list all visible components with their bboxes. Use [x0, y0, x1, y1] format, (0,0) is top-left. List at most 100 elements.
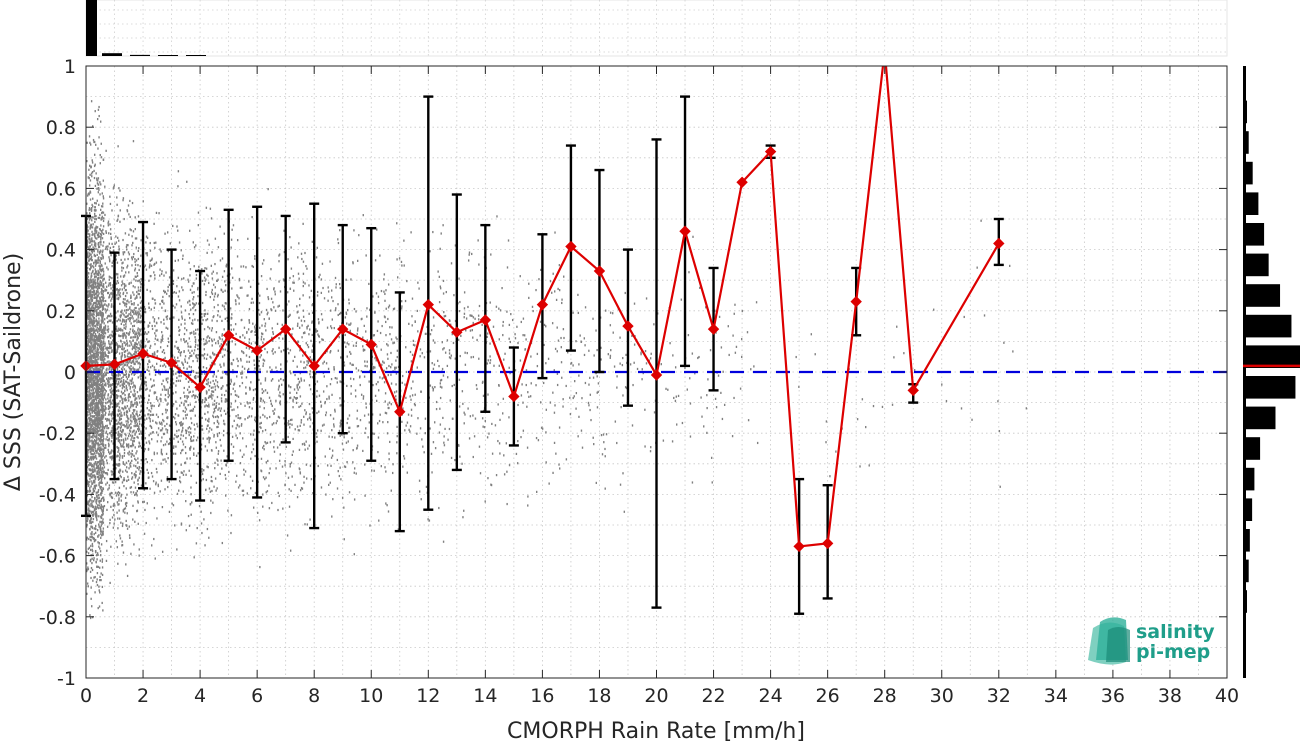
scatter-point — [197, 319, 199, 322]
scatter-point — [131, 360, 134, 363]
scatter-point — [118, 499, 120, 502]
scatter-point — [101, 230, 103, 233]
scatter-point — [92, 287, 95, 290]
scatter-point — [107, 320, 109, 324]
scatter-point — [95, 215, 97, 218]
scatter-point — [90, 402, 92, 405]
scatter-point — [102, 423, 104, 426]
scatter-point — [137, 313, 139, 316]
scatter-point — [132, 366, 134, 369]
scatter-point — [94, 383, 97, 386]
scatter-point — [108, 319, 110, 322]
scatter-point — [94, 475, 96, 478]
scatter-point — [176, 407, 178, 410]
scatter-point — [117, 447, 120, 450]
scatter-point — [118, 377, 121, 381]
scatter-point — [101, 474, 103, 477]
scatter-point — [98, 417, 101, 420]
scatter-point — [86, 159, 88, 163]
scatter-point — [91, 562, 93, 565]
scatter-point — [146, 252, 148, 255]
scatter-point — [87, 442, 89, 446]
scatter-point — [134, 345, 136, 348]
scatter-point — [90, 253, 92, 256]
scatter-point — [94, 477, 97, 480]
scatter-point — [100, 249, 102, 252]
scatter-point — [97, 443, 99, 446]
scatter-point — [110, 287, 112, 290]
scatter-point — [105, 438, 107, 441]
scatter-point — [124, 363, 126, 366]
scatter-point — [104, 405, 106, 408]
scatter-point — [135, 275, 137, 278]
scatter-point — [119, 295, 122, 298]
scatter-point — [94, 462, 96, 465]
scatter-point — [120, 421, 123, 424]
scatter-point — [118, 352, 121, 355]
scatter-point — [101, 375, 103, 378]
scatter-point — [116, 378, 118, 381]
scatter-point — [184, 410, 186, 413]
scatter-point — [133, 417, 135, 420]
scatter-point — [180, 449, 183, 452]
scatter-point — [166, 318, 168, 321]
scatter-point — [102, 417, 104, 420]
scatter-point — [140, 430, 142, 433]
scatter-point — [117, 421, 120, 424]
scatter-point — [88, 473, 90, 476]
scatter-point — [149, 249, 152, 252]
scatter-point — [97, 361, 99, 365]
scatter-point — [122, 372, 124, 375]
scatter-point — [100, 433, 103, 437]
scatter-point — [202, 366, 205, 369]
scatter-point — [123, 445, 125, 449]
scatter-point — [101, 353, 103, 356]
scatter-point — [90, 328, 92, 331]
scatter-point — [100, 238, 102, 241]
scatter-point — [137, 279, 139, 283]
scatter-point — [102, 453, 105, 456]
scatter-point — [140, 432, 143, 435]
scatter-point — [135, 430, 138, 433]
scatter-point — [128, 271, 130, 274]
scatter-point — [159, 302, 161, 306]
scatter-point — [91, 226, 94, 229]
scatter-point — [117, 310, 119, 313]
scatter-point — [136, 510, 138, 513]
scatter-point — [176, 492, 179, 495]
scatter-point — [94, 272, 97, 275]
scatter-point — [124, 344, 127, 347]
scatter-point — [100, 240, 102, 244]
scatter-point — [140, 254, 142, 257]
scatter-point — [98, 446, 100, 449]
scatter-point — [125, 384, 127, 388]
scatter-point — [188, 374, 190, 378]
scatter-point — [101, 558, 104, 561]
scatter-point — [97, 269, 99, 272]
scatter-point — [88, 537, 90, 541]
scatter-point — [94, 209, 96, 212]
scatter-point — [97, 273, 100, 277]
scatter-point — [126, 300, 128, 303]
scatter-point — [92, 383, 95, 386]
scatter-point — [121, 355, 123, 358]
scatter-point — [99, 527, 102, 530]
scatter-point — [121, 481, 124, 484]
scatter-point — [197, 371, 199, 375]
scatter-point — [195, 354, 198, 357]
scatter-point — [206, 391, 208, 394]
scatter-point — [102, 202, 104, 205]
scatter-point — [103, 300, 105, 303]
scatter-point — [160, 338, 162, 341]
scatter-point — [128, 525, 131, 528]
scatter-point — [135, 351, 137, 354]
scatter-point — [130, 256, 133, 259]
scatter-point — [97, 245, 100, 249]
scatter-point — [88, 480, 90, 483]
scatter-point — [90, 475, 92, 478]
scatter-point — [101, 560, 104, 563]
scatter-point — [99, 422, 101, 425]
scatter-point — [125, 466, 128, 469]
scatter-point — [96, 305, 98, 308]
scatter-point — [107, 377, 110, 380]
